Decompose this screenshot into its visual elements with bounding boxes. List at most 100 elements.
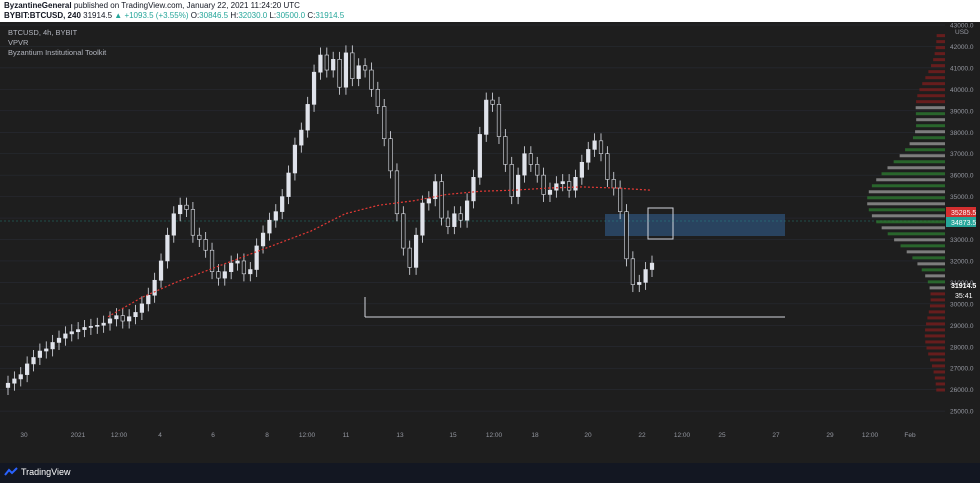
candle-down: [216, 271, 221, 279]
candle-up: [331, 59, 336, 71]
candle-up: [579, 161, 584, 178]
time-tick-label: 4: [158, 432, 162, 439]
volume-profile-bar: [887, 232, 945, 236]
volume-profile-bar: [868, 208, 945, 212]
volume-profile-bar: [912, 136, 945, 140]
time-tick-label: 15: [449, 432, 457, 439]
candle-up: [69, 331, 74, 335]
price-tick-label: 32000.0: [950, 258, 974, 265]
candle-up: [471, 176, 476, 202]
candle-down: [496, 104, 502, 137]
volume-profile-bar: [926, 322, 945, 326]
candle-up: [146, 294, 151, 305]
price-badge-green: [946, 217, 976, 227]
candle-down: [624, 211, 629, 260]
volume-profile-bar: [936, 388, 945, 392]
volume-profile-bar: [916, 118, 945, 122]
time-tick-label: 29: [826, 432, 834, 439]
candle-up: [649, 262, 655, 270]
volume-profile-bar: [893, 160, 945, 164]
candle-up: [171, 213, 176, 236]
candle-up: [107, 318, 113, 324]
tradingview-logo[interactable]: TradingView: [4, 467, 71, 477]
volume-profile-bar: [876, 178, 945, 182]
time-tick-label: 8: [265, 432, 269, 439]
volume-profile-bar: [931, 64, 945, 68]
low-value: 30500.0: [276, 11, 306, 20]
candle-up: [356, 65, 361, 79]
price-tick-label: 26000.0: [950, 387, 974, 394]
candle-down: [605, 153, 610, 180]
volume-profile-bar: [922, 82, 945, 86]
publish-header: ByzantineGeneral published on TradingVie…: [0, 0, 980, 22]
high-value: 32030.0: [238, 11, 268, 20]
close-label: C:: [307, 11, 316, 20]
volume-profile-bar: [928, 352, 945, 356]
price-tick-label: 30000.0: [950, 301, 974, 308]
candle-up: [592, 140, 597, 150]
legend-indicator-toolkit[interactable]: Byzantium Institutional Toolkit: [8, 48, 107, 57]
legend-indicator-vpvr[interactable]: VPVR: [8, 38, 29, 47]
candle-down: [241, 260, 247, 275]
ohlc-line: BYBIT:BTCUSD, 240 31914.5 ▲ +1093.5 (+3.…: [4, 11, 344, 20]
candle-up: [82, 327, 87, 330]
candle-down: [535, 164, 540, 176]
candle-up: [318, 54, 323, 73]
candle-down: [337, 59, 342, 88]
candle-up: [286, 172, 291, 197]
candle-up: [547, 189, 553, 195]
open-value: 30846.5: [199, 11, 229, 20]
legend-symbol[interactable]: BTCUSD, 4h, BYBIT: [8, 28, 78, 37]
volume-profile-bar: [933, 370, 945, 374]
price-tick-label: 33000.0: [950, 237, 974, 244]
volume-profile-bar: [927, 316, 945, 320]
symbol-label[interactable]: BYBIT:BTCUSD, 240: [4, 11, 81, 20]
candle-down: [611, 179, 616, 189]
candle-up: [522, 153, 527, 176]
candle-up: [426, 198, 431, 204]
price-tick-label: 36000.0: [950, 173, 974, 180]
candle-down: [445, 217, 451, 227]
vpvr-histogram: [867, 34, 945, 392]
volume-profile-bar: [931, 364, 945, 368]
price-tick-label: 29000.0: [950, 323, 974, 330]
volume-profile-bar: [936, 34, 945, 38]
time-tick-label: 6: [211, 432, 215, 439]
candle-down: [598, 140, 604, 155]
volume-profile-bar: [921, 268, 945, 272]
chart-canvas[interactable]: 43000.0 42000.0 41000.0 40000.0 39000.0 38000…: [0, 22, 980, 463]
volume-profile-bar: [936, 40, 945, 44]
candle-down: [209, 249, 215, 272]
candle-up: [254, 245, 259, 270]
time-tick-label: 12:00: [486, 432, 503, 439]
time-tick-label: 25: [718, 432, 726, 439]
volume-profile-bar: [894, 238, 945, 242]
candle-down: [197, 234, 202, 240]
volume-profile-bar: [915, 130, 945, 134]
author-name[interactable]: ByzantineGeneral: [4, 1, 72, 10]
candle-down: [630, 258, 635, 285]
candle-down: [458, 213, 463, 221]
volume-profile-bar: [881, 172, 945, 176]
price-badge-red-text: 35285.5: [951, 210, 976, 217]
candle-up: [178, 204, 183, 215]
volume-profile-bar: [909, 142, 945, 146]
volume-profile-bar: [930, 292, 945, 296]
volume-profile-bar: [887, 166, 945, 170]
volume-profile-bar: [934, 376, 945, 380]
candle-up: [292, 144, 298, 174]
candle-up: [477, 134, 482, 178]
highlight-box[interactable]: [647, 207, 674, 240]
price-tick-label: 43000.0: [950, 23, 974, 30]
time-tick-label: 13: [396, 432, 404, 439]
supply-zone[interactable]: [605, 214, 785, 236]
price-change: ▲ +1093.5 (+3.55%): [114, 11, 189, 20]
footer-bar: TradingView: [0, 463, 980, 483]
volume-profile-bar: [905, 148, 945, 152]
volume-profile-bar: [925, 340, 945, 344]
chart-area[interactable]: 43000.0 42000.0 41000.0 40000.0 39000.0 38000…: [0, 22, 980, 463]
candle-up: [305, 104, 310, 131]
candle-up: [643, 269, 648, 283]
time-tick-label: Feb: [904, 432, 916, 439]
volume-profile-bar: [899, 154, 945, 158]
